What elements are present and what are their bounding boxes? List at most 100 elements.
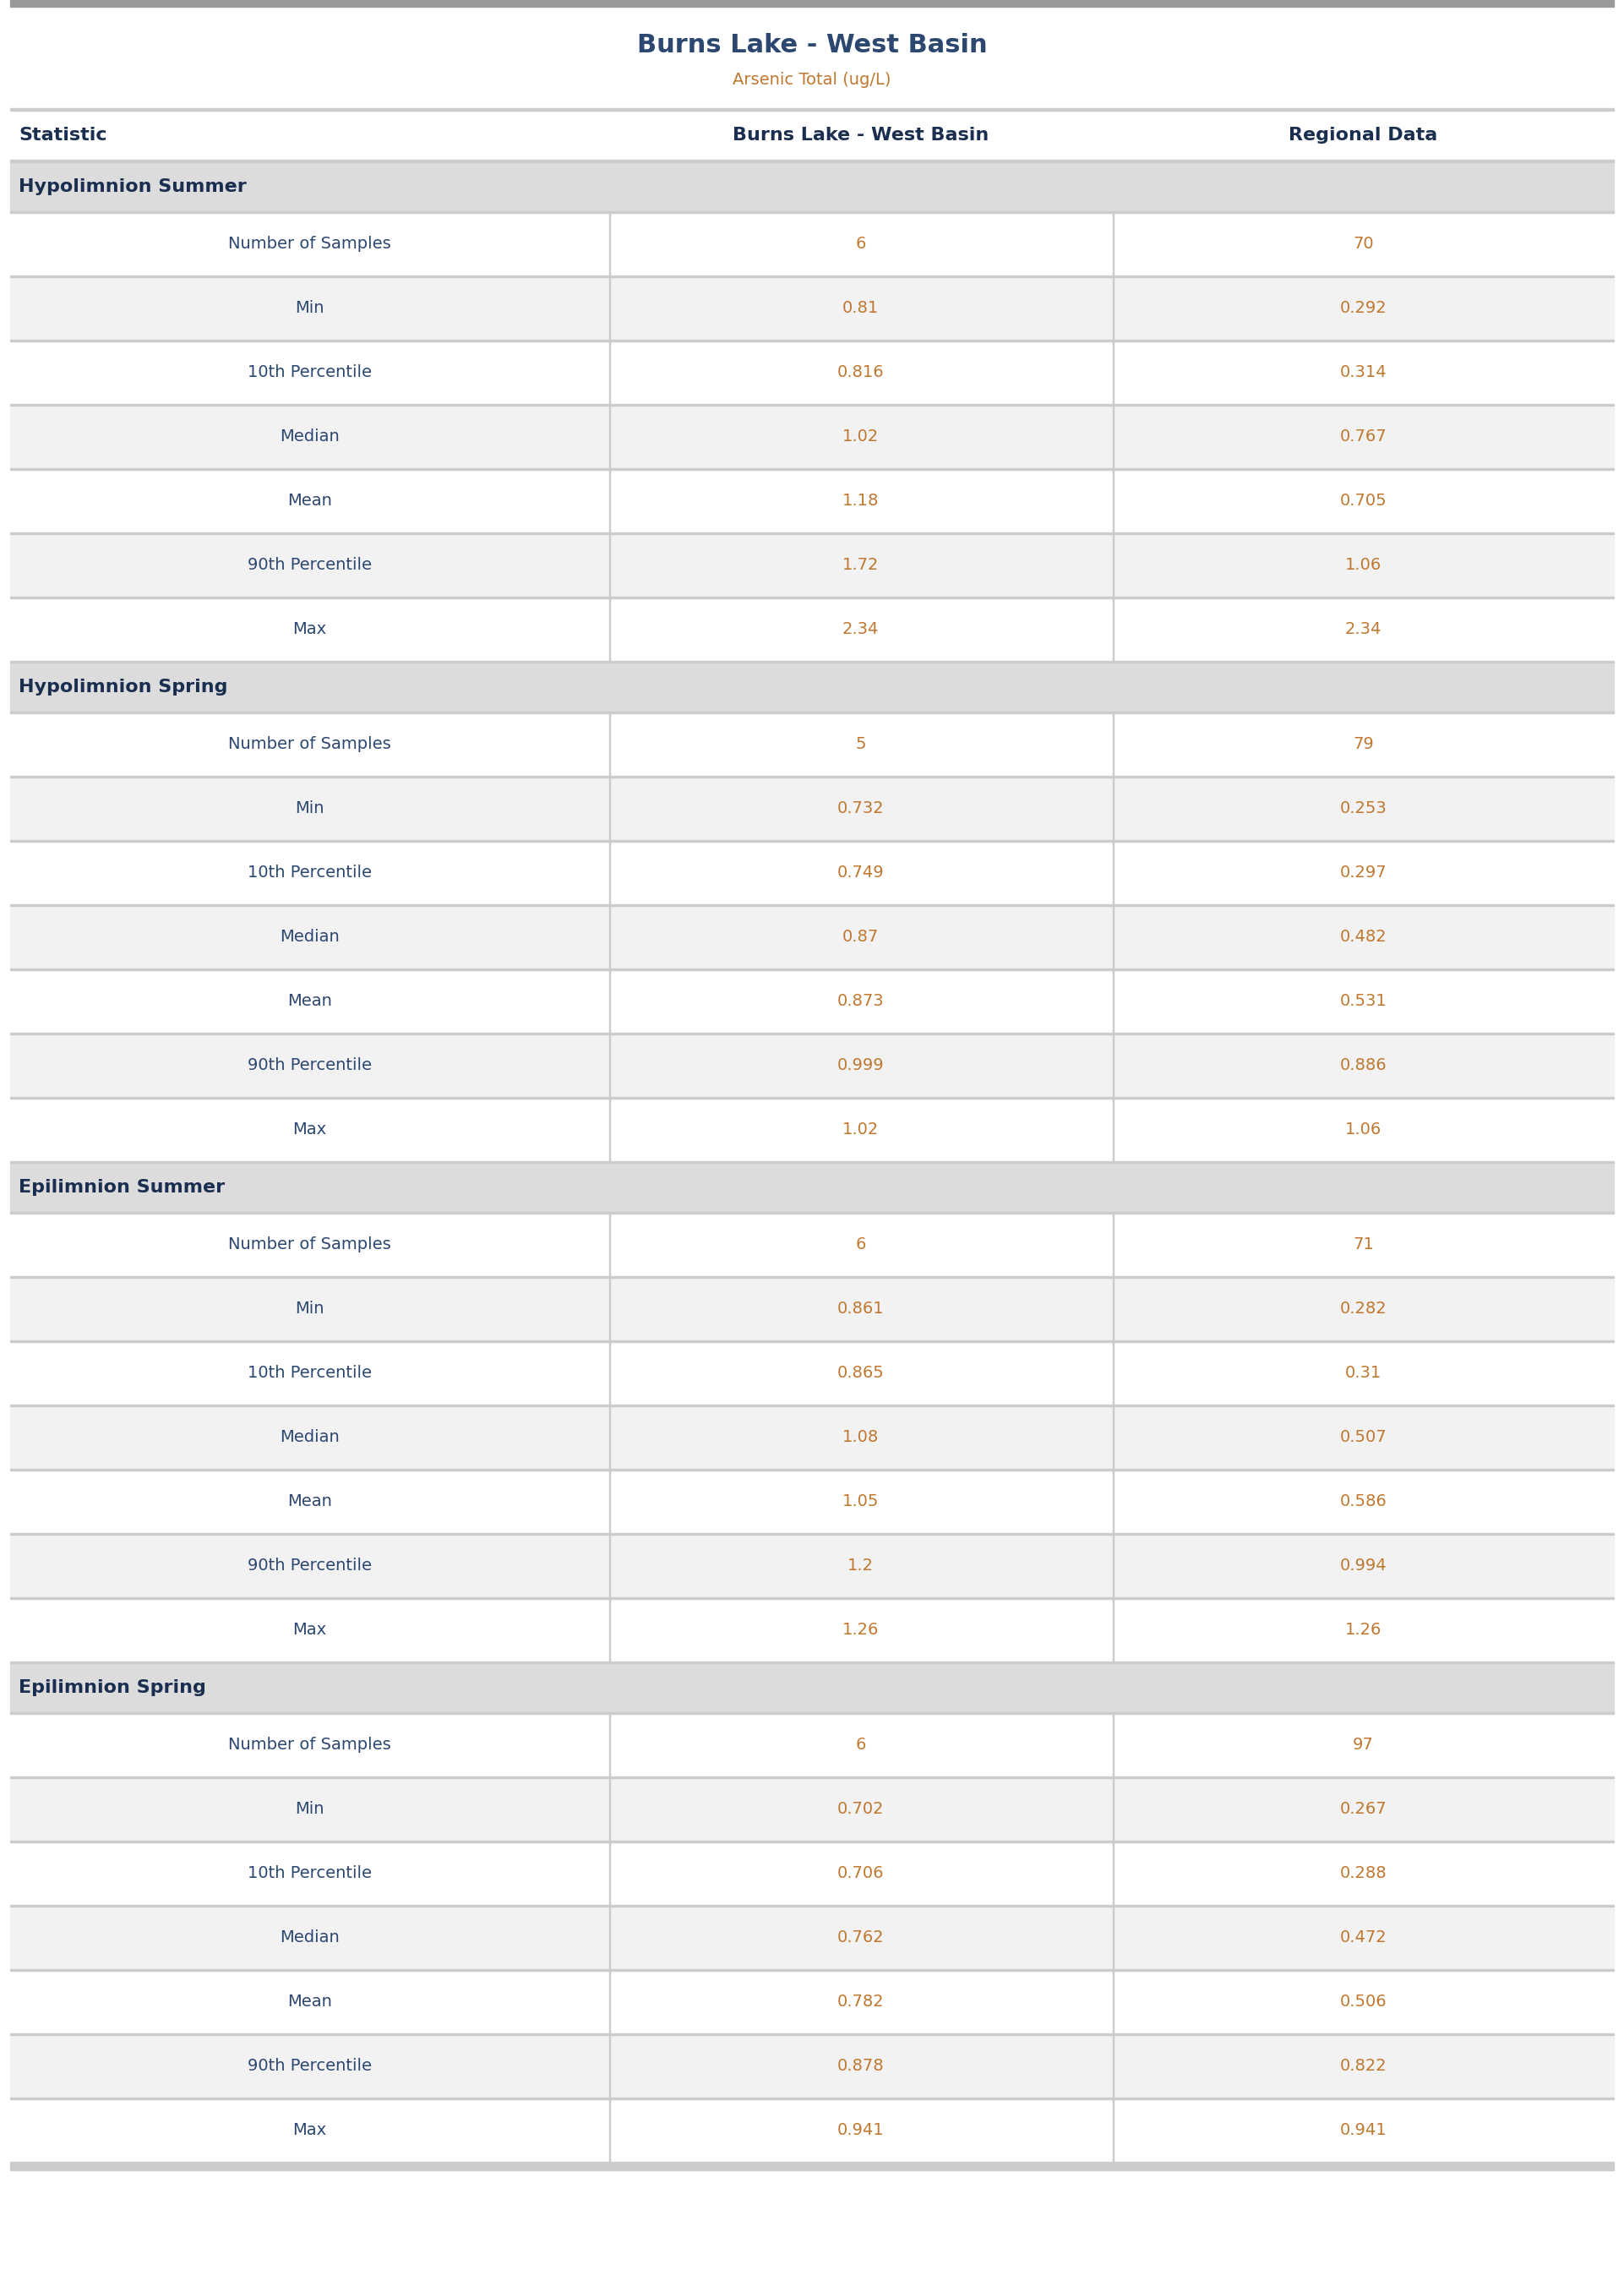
Bar bbox=[10, 406, 1614, 468]
Text: Statistic: Statistic bbox=[18, 127, 107, 143]
Text: 2.34: 2.34 bbox=[843, 622, 879, 638]
Bar bbox=[10, 1843, 1614, 1905]
Text: Hypolimnion Spring: Hypolimnion Spring bbox=[18, 679, 227, 695]
Bar bbox=[10, 1342, 1614, 1405]
Bar bbox=[10, 842, 1614, 903]
Text: 1.72: 1.72 bbox=[843, 558, 879, 574]
Text: 0.531: 0.531 bbox=[1340, 994, 1387, 1010]
Text: 0.732: 0.732 bbox=[838, 801, 883, 817]
Text: 6: 6 bbox=[856, 236, 866, 252]
Bar bbox=[10, 1407, 1614, 1469]
Text: Median: Median bbox=[279, 1930, 339, 1945]
Bar bbox=[10, 1664, 1614, 1712]
Text: Number of Samples: Number of Samples bbox=[227, 1237, 391, 1253]
Text: 0.297: 0.297 bbox=[1340, 865, 1387, 881]
Text: Max: Max bbox=[292, 1121, 326, 1137]
Bar bbox=[10, 213, 1614, 275]
Text: 71: 71 bbox=[1353, 1237, 1374, 1253]
Text: 10th Percentile: 10th Percentile bbox=[247, 365, 372, 381]
Text: 0.253: 0.253 bbox=[1340, 801, 1387, 817]
Text: 1.18: 1.18 bbox=[843, 493, 879, 508]
Text: 1.08: 1.08 bbox=[843, 1430, 879, 1446]
Bar bbox=[10, 906, 1614, 969]
Text: Burns Lake - West Basin: Burns Lake - West Basin bbox=[732, 127, 989, 143]
Text: 5: 5 bbox=[856, 735, 866, 754]
Text: 70: 70 bbox=[1353, 236, 1374, 252]
Text: 0.292: 0.292 bbox=[1340, 300, 1387, 316]
Text: 0.507: 0.507 bbox=[1340, 1430, 1387, 1446]
Text: Median: Median bbox=[279, 1430, 339, 1446]
Bar bbox=[10, 111, 1614, 159]
Text: Arsenic Total (ug/L): Arsenic Total (ug/L) bbox=[732, 73, 892, 89]
Text: Min: Min bbox=[296, 300, 325, 316]
Text: 0.288: 0.288 bbox=[1340, 1866, 1387, 1882]
Text: 2.34: 2.34 bbox=[1345, 622, 1382, 638]
Text: Min: Min bbox=[296, 801, 325, 817]
Text: 6: 6 bbox=[856, 1237, 866, 1253]
Text: 1.05: 1.05 bbox=[843, 1494, 879, 1510]
Bar bbox=[10, 277, 1614, 340]
Bar bbox=[10, 713, 1614, 776]
Text: 1.06: 1.06 bbox=[1345, 558, 1382, 574]
Text: 0.586: 0.586 bbox=[1340, 1494, 1387, 1510]
Text: Epilimnion Summer: Epilimnion Summer bbox=[18, 1178, 224, 1196]
Bar bbox=[10, 1535, 1614, 1598]
Text: Regional Data: Regional Data bbox=[1289, 127, 1437, 143]
Text: 0.767: 0.767 bbox=[1340, 429, 1387, 445]
Text: 97: 97 bbox=[1353, 1737, 1374, 1752]
Bar bbox=[10, 109, 1614, 111]
Text: Number of Samples: Number of Samples bbox=[227, 735, 391, 754]
Bar bbox=[10, 7, 1614, 109]
Text: 0.31: 0.31 bbox=[1345, 1364, 1382, 1382]
Text: 0.886: 0.886 bbox=[1340, 1058, 1387, 1074]
Text: 10th Percentile: 10th Percentile bbox=[247, 1364, 372, 1382]
Bar bbox=[10, 1162, 1614, 1212]
Text: 0.941: 0.941 bbox=[838, 2122, 883, 2138]
Text: 10th Percentile: 10th Percentile bbox=[247, 1866, 372, 1882]
Text: 0.267: 0.267 bbox=[1340, 1802, 1387, 1818]
Text: 6: 6 bbox=[856, 1737, 866, 1752]
Text: Number of Samples: Number of Samples bbox=[227, 1737, 391, 1752]
Text: 0.762: 0.762 bbox=[838, 1930, 883, 1945]
Text: Mean: Mean bbox=[287, 994, 331, 1010]
Text: 90th Percentile: 90th Percentile bbox=[247, 2059, 372, 2075]
Text: 0.861: 0.861 bbox=[838, 1301, 883, 1317]
Bar bbox=[10, 0, 1614, 7]
Text: 1.26: 1.26 bbox=[843, 1623, 879, 1639]
Text: Epilimnion Spring: Epilimnion Spring bbox=[18, 1680, 206, 1696]
Bar bbox=[10, 1278, 1614, 1339]
Text: Max: Max bbox=[292, 1623, 326, 1639]
Bar bbox=[10, 1970, 1614, 2034]
Text: Hypolimnion Summer: Hypolimnion Summer bbox=[18, 179, 247, 195]
Bar bbox=[10, 2100, 1614, 2161]
Bar bbox=[10, 1598, 1614, 1662]
Text: 1.06: 1.06 bbox=[1345, 1121, 1382, 1137]
Bar bbox=[10, 340, 1614, 404]
Text: 0.482: 0.482 bbox=[1340, 928, 1387, 944]
Text: 0.472: 0.472 bbox=[1340, 1930, 1387, 1945]
Text: 0.878: 0.878 bbox=[838, 2059, 883, 2075]
Text: 0.822: 0.822 bbox=[1340, 2059, 1387, 2075]
Text: Median: Median bbox=[279, 928, 339, 944]
Text: 0.702: 0.702 bbox=[838, 1802, 883, 1818]
Text: 0.994: 0.994 bbox=[1340, 1557, 1387, 1573]
Text: 0.749: 0.749 bbox=[838, 865, 883, 881]
Bar bbox=[10, 1035, 1614, 1096]
Text: 0.706: 0.706 bbox=[838, 1866, 883, 1882]
Text: 1.2: 1.2 bbox=[848, 1557, 874, 1573]
Text: Median: Median bbox=[279, 429, 339, 445]
Text: 90th Percentile: 90th Percentile bbox=[247, 1557, 372, 1573]
Text: Mean: Mean bbox=[287, 1494, 331, 1510]
Bar bbox=[10, 1777, 1614, 1841]
Bar bbox=[10, 161, 1614, 211]
Bar bbox=[10, 470, 1614, 533]
Text: 90th Percentile: 90th Percentile bbox=[247, 558, 372, 574]
Bar bbox=[10, 533, 1614, 597]
Text: 0.816: 0.816 bbox=[838, 365, 883, 381]
Bar bbox=[10, 969, 1614, 1033]
Bar bbox=[10, 663, 1614, 711]
Bar bbox=[10, 159, 1614, 161]
Text: Min: Min bbox=[296, 1301, 325, 1317]
Text: 0.941: 0.941 bbox=[1340, 2122, 1387, 2138]
Bar bbox=[10, 1214, 1614, 1276]
